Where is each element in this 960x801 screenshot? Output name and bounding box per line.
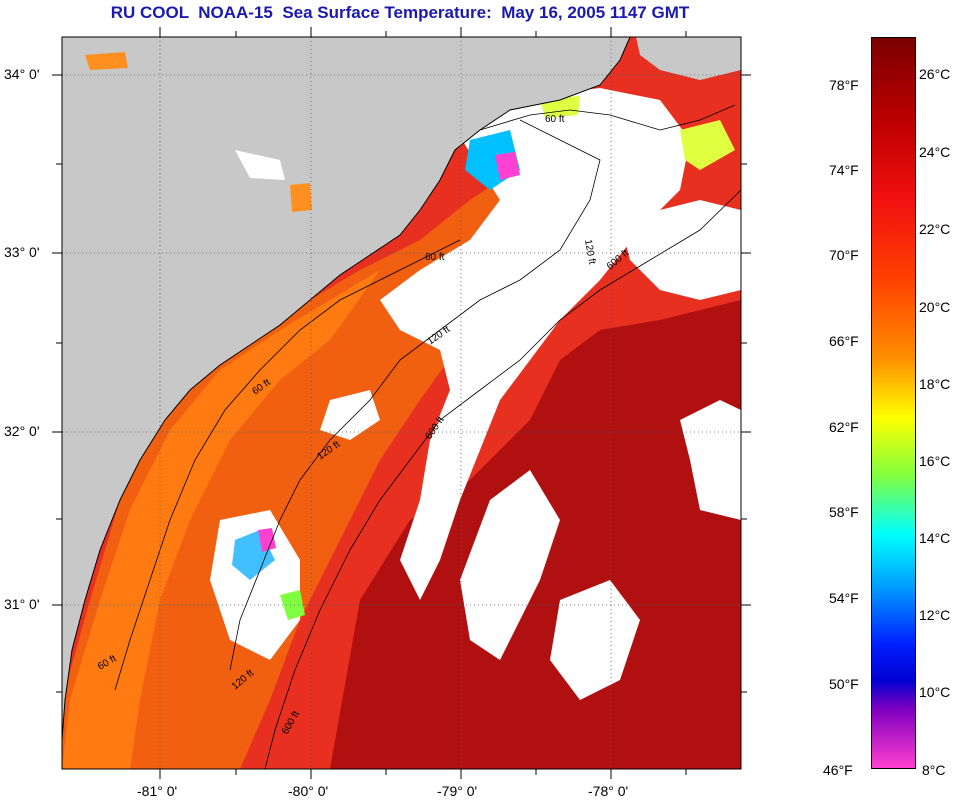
isobath-label: 120 ft [582, 239, 597, 266]
colorbar-celsius-label: 16°C [919, 453, 951, 469]
colorbar-celsius-label: 14°C [919, 530, 951, 546]
cloud-region [210, 510, 300, 660]
isobath-label: 60 ft [545, 114, 565, 125]
cold-water-patch [280, 590, 305, 620]
cloud-region [620, 200, 741, 300]
colorbar-celsius-label: 12°C [919, 607, 951, 623]
latitude-label: 34° 0' [4, 66, 40, 82]
colorbar-fahrenheit-label: 58°F [829, 504, 859, 520]
cloud-region [380, 88, 690, 600]
land-detail [636, 37, 741, 80]
colorbar-fahrenheit-label: 66°F [829, 333, 859, 349]
coastline [62, 37, 631, 741]
colorbar-fahrenheit-label: 54°F [829, 590, 859, 606]
latitude-label: 33° 0' [4, 244, 40, 260]
colorbar-fahrenheit-label: 78°F [829, 77, 859, 93]
cloud-region [680, 400, 741, 520]
small-data-patch [85, 52, 128, 70]
cloud-region [550, 580, 640, 700]
colorbar-fahrenheit-label: 62°F [829, 419, 859, 435]
colorbar-celsius-label: 20°C [919, 299, 951, 315]
map-raster [62, 37, 741, 769]
isobath-600ft [264, 189, 741, 769]
cold-water-patch [680, 120, 735, 170]
latitude-label: 32° 0' [4, 423, 40, 439]
inner-shelf-region [62, 270, 380, 769]
latitude-label: 31° 0' [4, 596, 40, 612]
colorbar-celsius-label: 8°C [922, 762, 946, 778]
map-frame [61, 36, 742, 770]
axis-ticks [52, 27, 751, 779]
longitude-label: -80° 0' [288, 783, 329, 799]
cloud-region [460, 470, 560, 660]
colorbar-fahrenheit-label: 74°F [829, 162, 859, 178]
land-area [62, 37, 630, 740]
colorbar-fahrenheit-label: 70°F [829, 247, 859, 263]
longitude-label: -79° 0' [437, 783, 478, 799]
isobath-120ft [229, 119, 601, 671]
small-data-patch [290, 183, 312, 212]
colorbar-fahrenheit-label: 50°F [829, 676, 859, 692]
isobath-60ft [114, 104, 736, 691]
colorbar-celsius-label: 10°C [919, 684, 951, 700]
colorbar-celsius-label: 24°C [919, 144, 951, 160]
colorbar-celsius-label: 26°C [919, 66, 951, 82]
colorbar-fahrenheit-label: 46°F [823, 762, 853, 778]
map-title: RU COOL NOAA-15 Sea Surface Temperature:… [110, 3, 690, 22]
cold-water-patch [258, 528, 276, 552]
colorbar-celsius-label: 22°C [919, 221, 951, 237]
temperature-colorbar [871, 37, 916, 769]
cloud-region [320, 390, 380, 440]
small-data-patch [235, 150, 285, 180]
colorbar-celsius-label: 18°C [919, 376, 951, 392]
isobath-label: 60 ft [425, 252, 445, 263]
longitude-label: -78° 0' [588, 783, 629, 799]
longitude-label: -81° 0' [137, 783, 178, 799]
cold-water-patch [495, 152, 520, 180]
